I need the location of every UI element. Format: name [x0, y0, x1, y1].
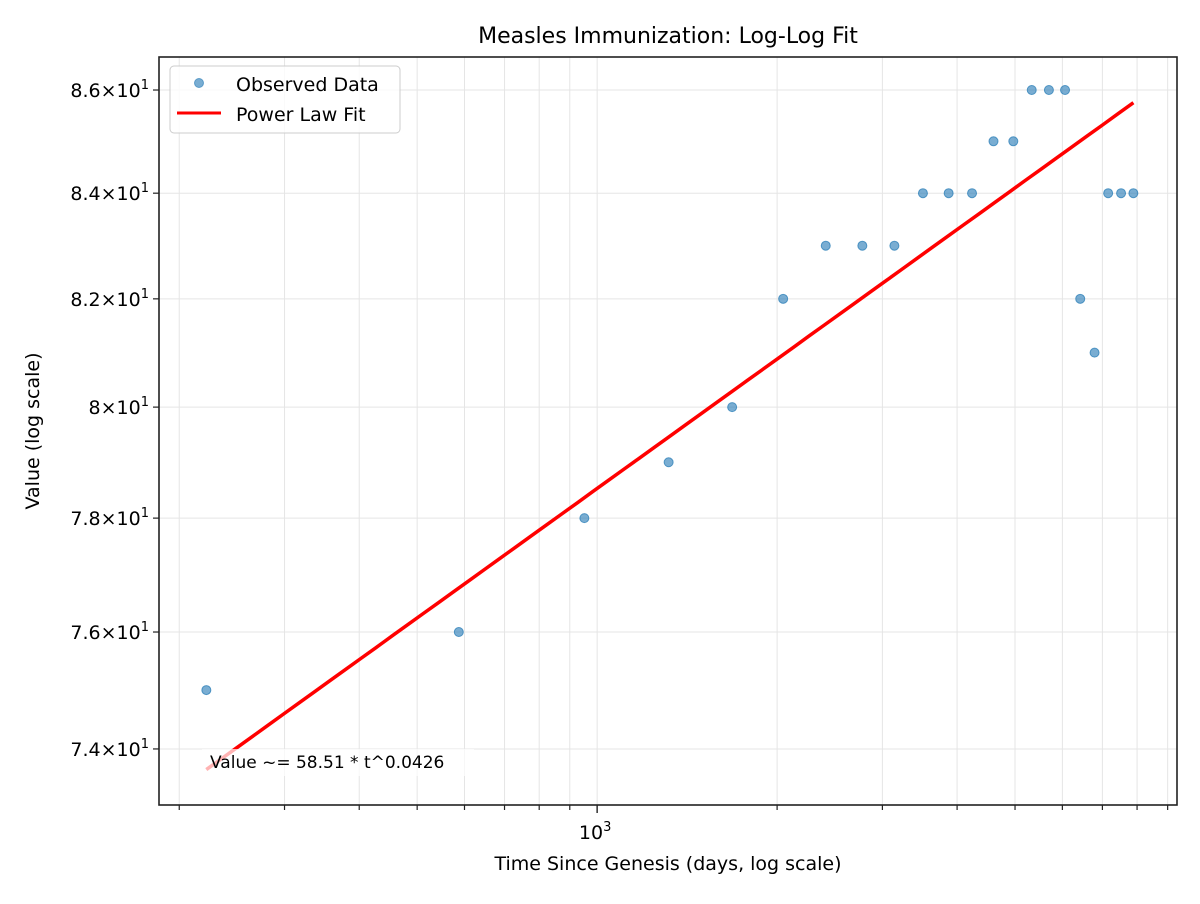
- y-axis-label: Value (log scale): [22, 352, 44, 509]
- y-tick-label: 7.4×101: [70, 737, 149, 761]
- data-point: [1026, 85, 1037, 96]
- data-point: [1043, 85, 1054, 96]
- y-tick-label: 8.4×101: [70, 181, 149, 205]
- power-law-fit-line: [205, 101, 1135, 772]
- legend: Observed Data Power Law Fit: [169, 65, 401, 134]
- y-tick-label: 8×101: [89, 395, 149, 419]
- data-point: [857, 240, 868, 251]
- data-point: [453, 627, 464, 638]
- legend-label-observed: Observed Data: [236, 74, 379, 96]
- data-point: [1075, 293, 1086, 304]
- data-point: [943, 188, 954, 199]
- legend-label-fit: Power Law Fit: [236, 104, 366, 126]
- legend-box: [169, 65, 401, 134]
- data-point: [727, 402, 738, 413]
- y-tick-label: 7.8×101: [70, 506, 149, 530]
- data-point: [1103, 188, 1114, 199]
- x-tick-label: 103: [579, 820, 611, 844]
- annotation-text: Value ~= 58.51 * t^0.0426: [210, 753, 444, 773]
- data-point: [1060, 85, 1071, 96]
- plot-frame: [158, 56, 1178, 806]
- data-point: [778, 293, 789, 304]
- data-point: [1128, 188, 1139, 199]
- data-point: [889, 240, 900, 251]
- x-axis-label: Time Since Genesis (days, log scale): [493, 853, 841, 875]
- legend-marker-observed: [194, 78, 204, 88]
- chart-title: Measles Immunization: Log-Log Fit: [478, 24, 858, 49]
- annotation: Value ~= 58.51 * t^0.0426: [202, 749, 474, 776]
- y-tick-label: 7.6×101: [70, 620, 149, 644]
- annotation-box: [202, 749, 474, 776]
- data-point: [1116, 188, 1127, 199]
- data-point: [1089, 347, 1100, 358]
- data-point: [820, 240, 831, 251]
- data-point: [201, 685, 212, 696]
- y-tick-label: 8.2×101: [70, 287, 149, 311]
- data-point: [988, 136, 999, 147]
- data-point: [967, 188, 978, 199]
- data-point: [663, 457, 674, 468]
- y-tick-label: 8.6×101: [70, 78, 149, 102]
- data-point: [1008, 136, 1019, 147]
- points-layer: [201, 85, 1139, 696]
- data-point: [579, 513, 590, 524]
- ticks: 103 7.4×101 7.6×101 7.8×101 8×101 8.2×101 8.4×…: [70, 78, 1169, 844]
- fit-layer: [205, 101, 1135, 772]
- data-point: [917, 188, 928, 199]
